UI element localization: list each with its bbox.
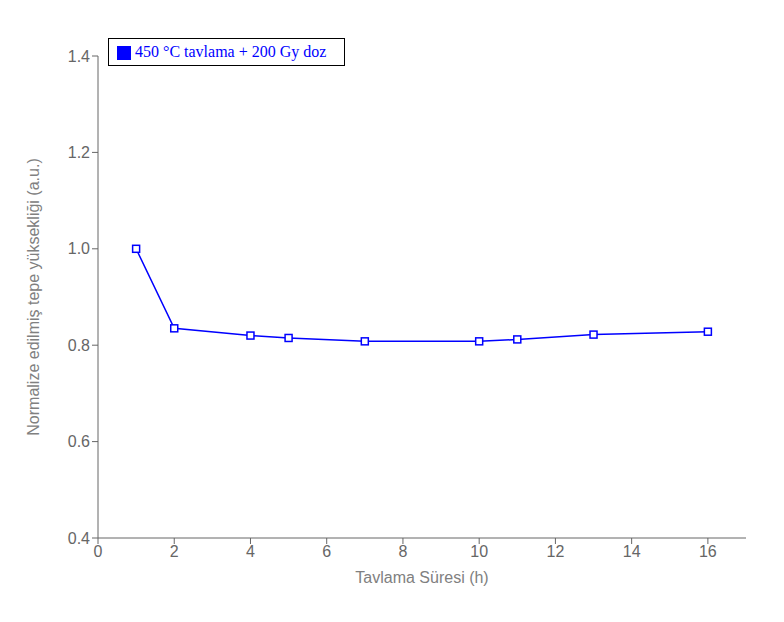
svg-text:0: 0 (94, 543, 103, 560)
svg-text:0.6: 0.6 (68, 433, 90, 450)
svg-text:1.0: 1.0 (68, 240, 90, 257)
svg-text:1.2: 1.2 (68, 144, 90, 161)
html-text:450 °C tavlama + 200 Gy doz: 450 °C tavlama + 200 Gy doz (135, 43, 327, 60)
svg-text:2: 2 (170, 543, 179, 560)
svg-text:1.4: 1.4 (68, 48, 90, 65)
svg-text:6: 6 (322, 543, 331, 560)
svg-text:0.4: 0.4 (68, 530, 90, 547)
svg-text:4: 4 (246, 543, 255, 560)
svg-text:16: 16 (699, 543, 717, 560)
svg-text:Tavlama Süresi (h): Tavlama Süresi (h) (355, 569, 488, 586)
svg-text:Normalize edilmiş tepe yüksekl: Normalize edilmiş tepe yüksekliği (a.u.) (25, 158, 42, 435)
svg-text:8: 8 (398, 543, 407, 560)
svg-text:12: 12 (547, 543, 565, 560)
svg-text:14: 14 (623, 543, 641, 560)
svg-text:10: 10 (470, 543, 488, 560)
svg-text:0.8: 0.8 (68, 337, 90, 354)
